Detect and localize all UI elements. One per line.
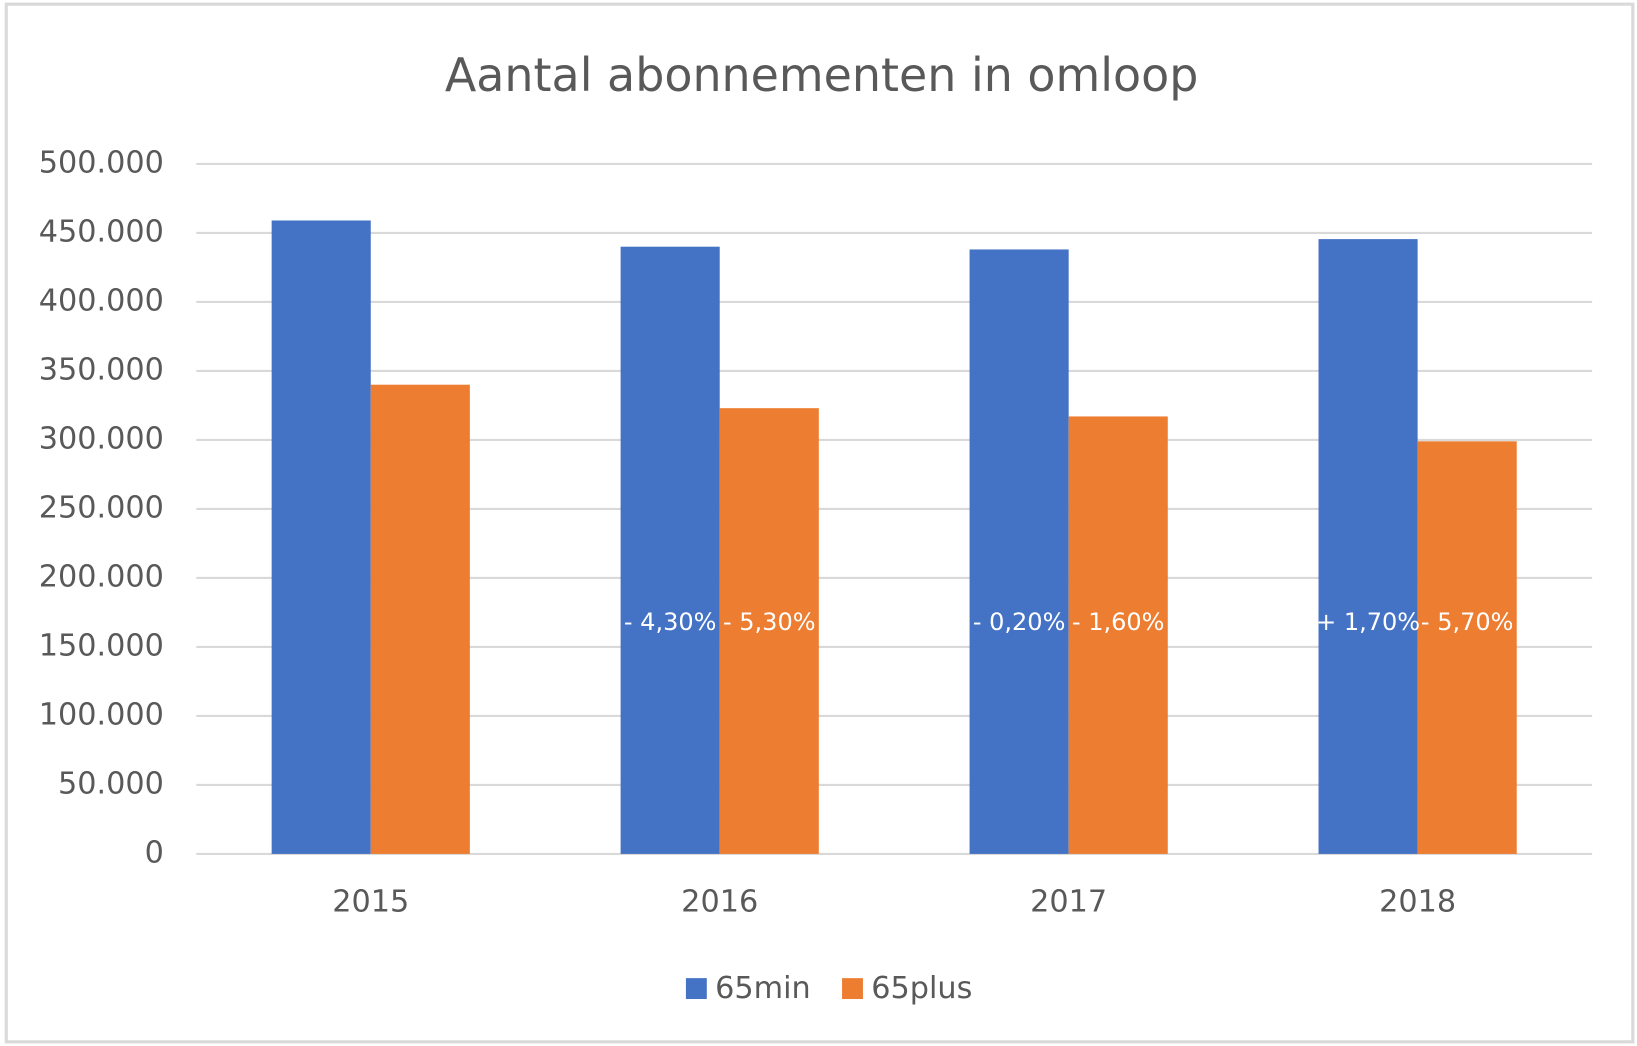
data-annotation: - 5,30% <box>723 608 816 636</box>
bar <box>969 249 1069 854</box>
data-annotation: - 0,20% <box>973 608 1066 636</box>
bar <box>1417 441 1517 854</box>
bar <box>271 220 371 854</box>
x-tick-label: 2018 <box>1379 884 1456 919</box>
bar <box>1068 416 1168 854</box>
data-annotation: + 1,70% <box>1316 608 1420 636</box>
legend-label: 65plus <box>871 971 972 1006</box>
y-tick-label: 350.000 <box>39 352 164 387</box>
x-tick-label: 2017 <box>1030 884 1107 919</box>
chart-title: Aantal abonnementen in omloop <box>445 48 1198 102</box>
bar <box>719 408 819 854</box>
legend-swatch <box>685 978 707 1000</box>
y-tick-label: 150.000 <box>39 628 164 663</box>
y-tick-label: 250.000 <box>39 490 164 525</box>
x-tick-label: 2016 <box>681 884 758 919</box>
y-tick-label: 400.000 <box>39 283 164 318</box>
legend-label: 65min <box>715 971 811 1006</box>
x-tick-label: 2015 <box>332 884 409 919</box>
y-tick-label: 100.000 <box>39 697 164 732</box>
y-tick-label: 500.000 <box>39 145 164 180</box>
data-annotation: - 1,60% <box>1072 608 1165 636</box>
data-annotation: - 5,70% <box>1421 608 1514 636</box>
bar <box>620 246 720 854</box>
data-annotation: - 4,30% <box>624 608 717 636</box>
y-tick-label: 0 <box>145 835 164 870</box>
bar <box>370 384 470 854</box>
y-tick-label: 300.000 <box>39 421 164 456</box>
bar <box>1318 239 1418 854</box>
y-tick-label: 200.000 <box>39 559 164 594</box>
legend-swatch <box>842 978 863 1000</box>
y-tick-label: 450.000 <box>39 214 164 249</box>
y-tick-label: 50.000 <box>58 766 164 801</box>
